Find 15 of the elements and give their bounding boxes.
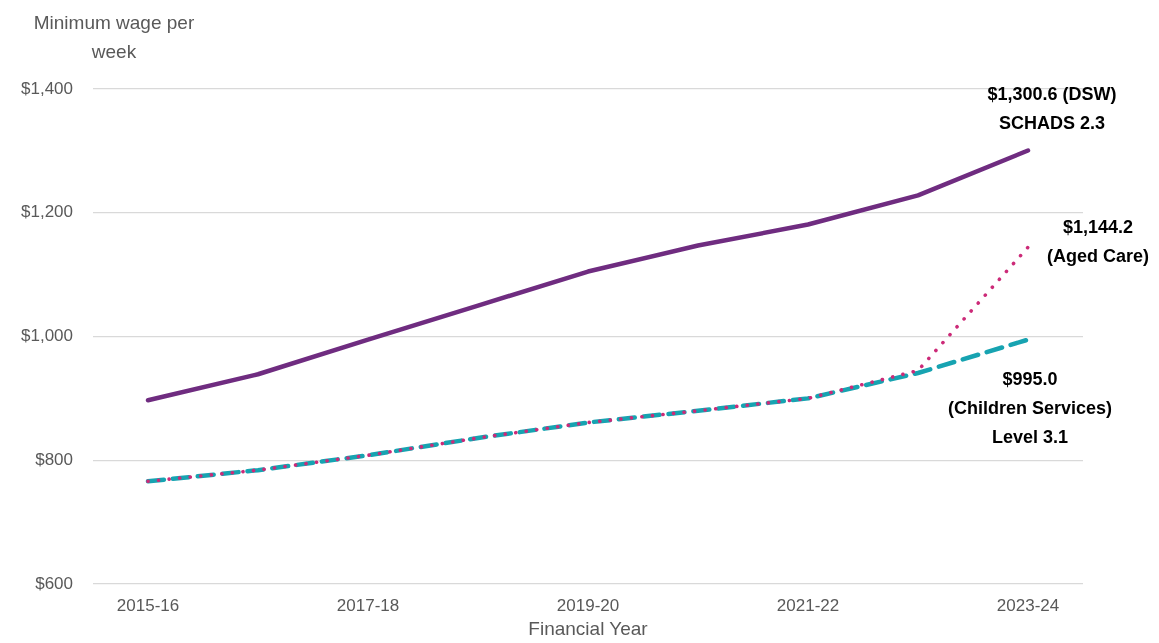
x-axis-title: Financial Year [528,618,649,640]
y-tick-label: $800 [35,449,73,469]
x-tick-label: 2023-24 [996,595,1060,615]
y-tick-label: $600 [35,573,73,593]
y-tick-label: $1,000 [21,326,73,346]
annotation: $995.0 (Children Services) Level 3.1 [947,368,1113,447]
x-tick-label: 2017-18 [336,595,400,615]
y-tick-label: $1,200 [21,202,73,222]
x-tick-label: 2015-16 [116,595,180,615]
x-tick-label: 2019-20 [556,595,620,615]
y-axis-title: Minimum wage per week [33,12,195,63]
annotation: $1,300.6 (DSW) SCHADS 2.3 [987,83,1117,133]
y-tick-label: $1,400 [21,78,73,98]
annotation: $1,144.2 (Aged Care) [1046,216,1150,266]
x-tick-label: 2021-22 [776,595,840,615]
